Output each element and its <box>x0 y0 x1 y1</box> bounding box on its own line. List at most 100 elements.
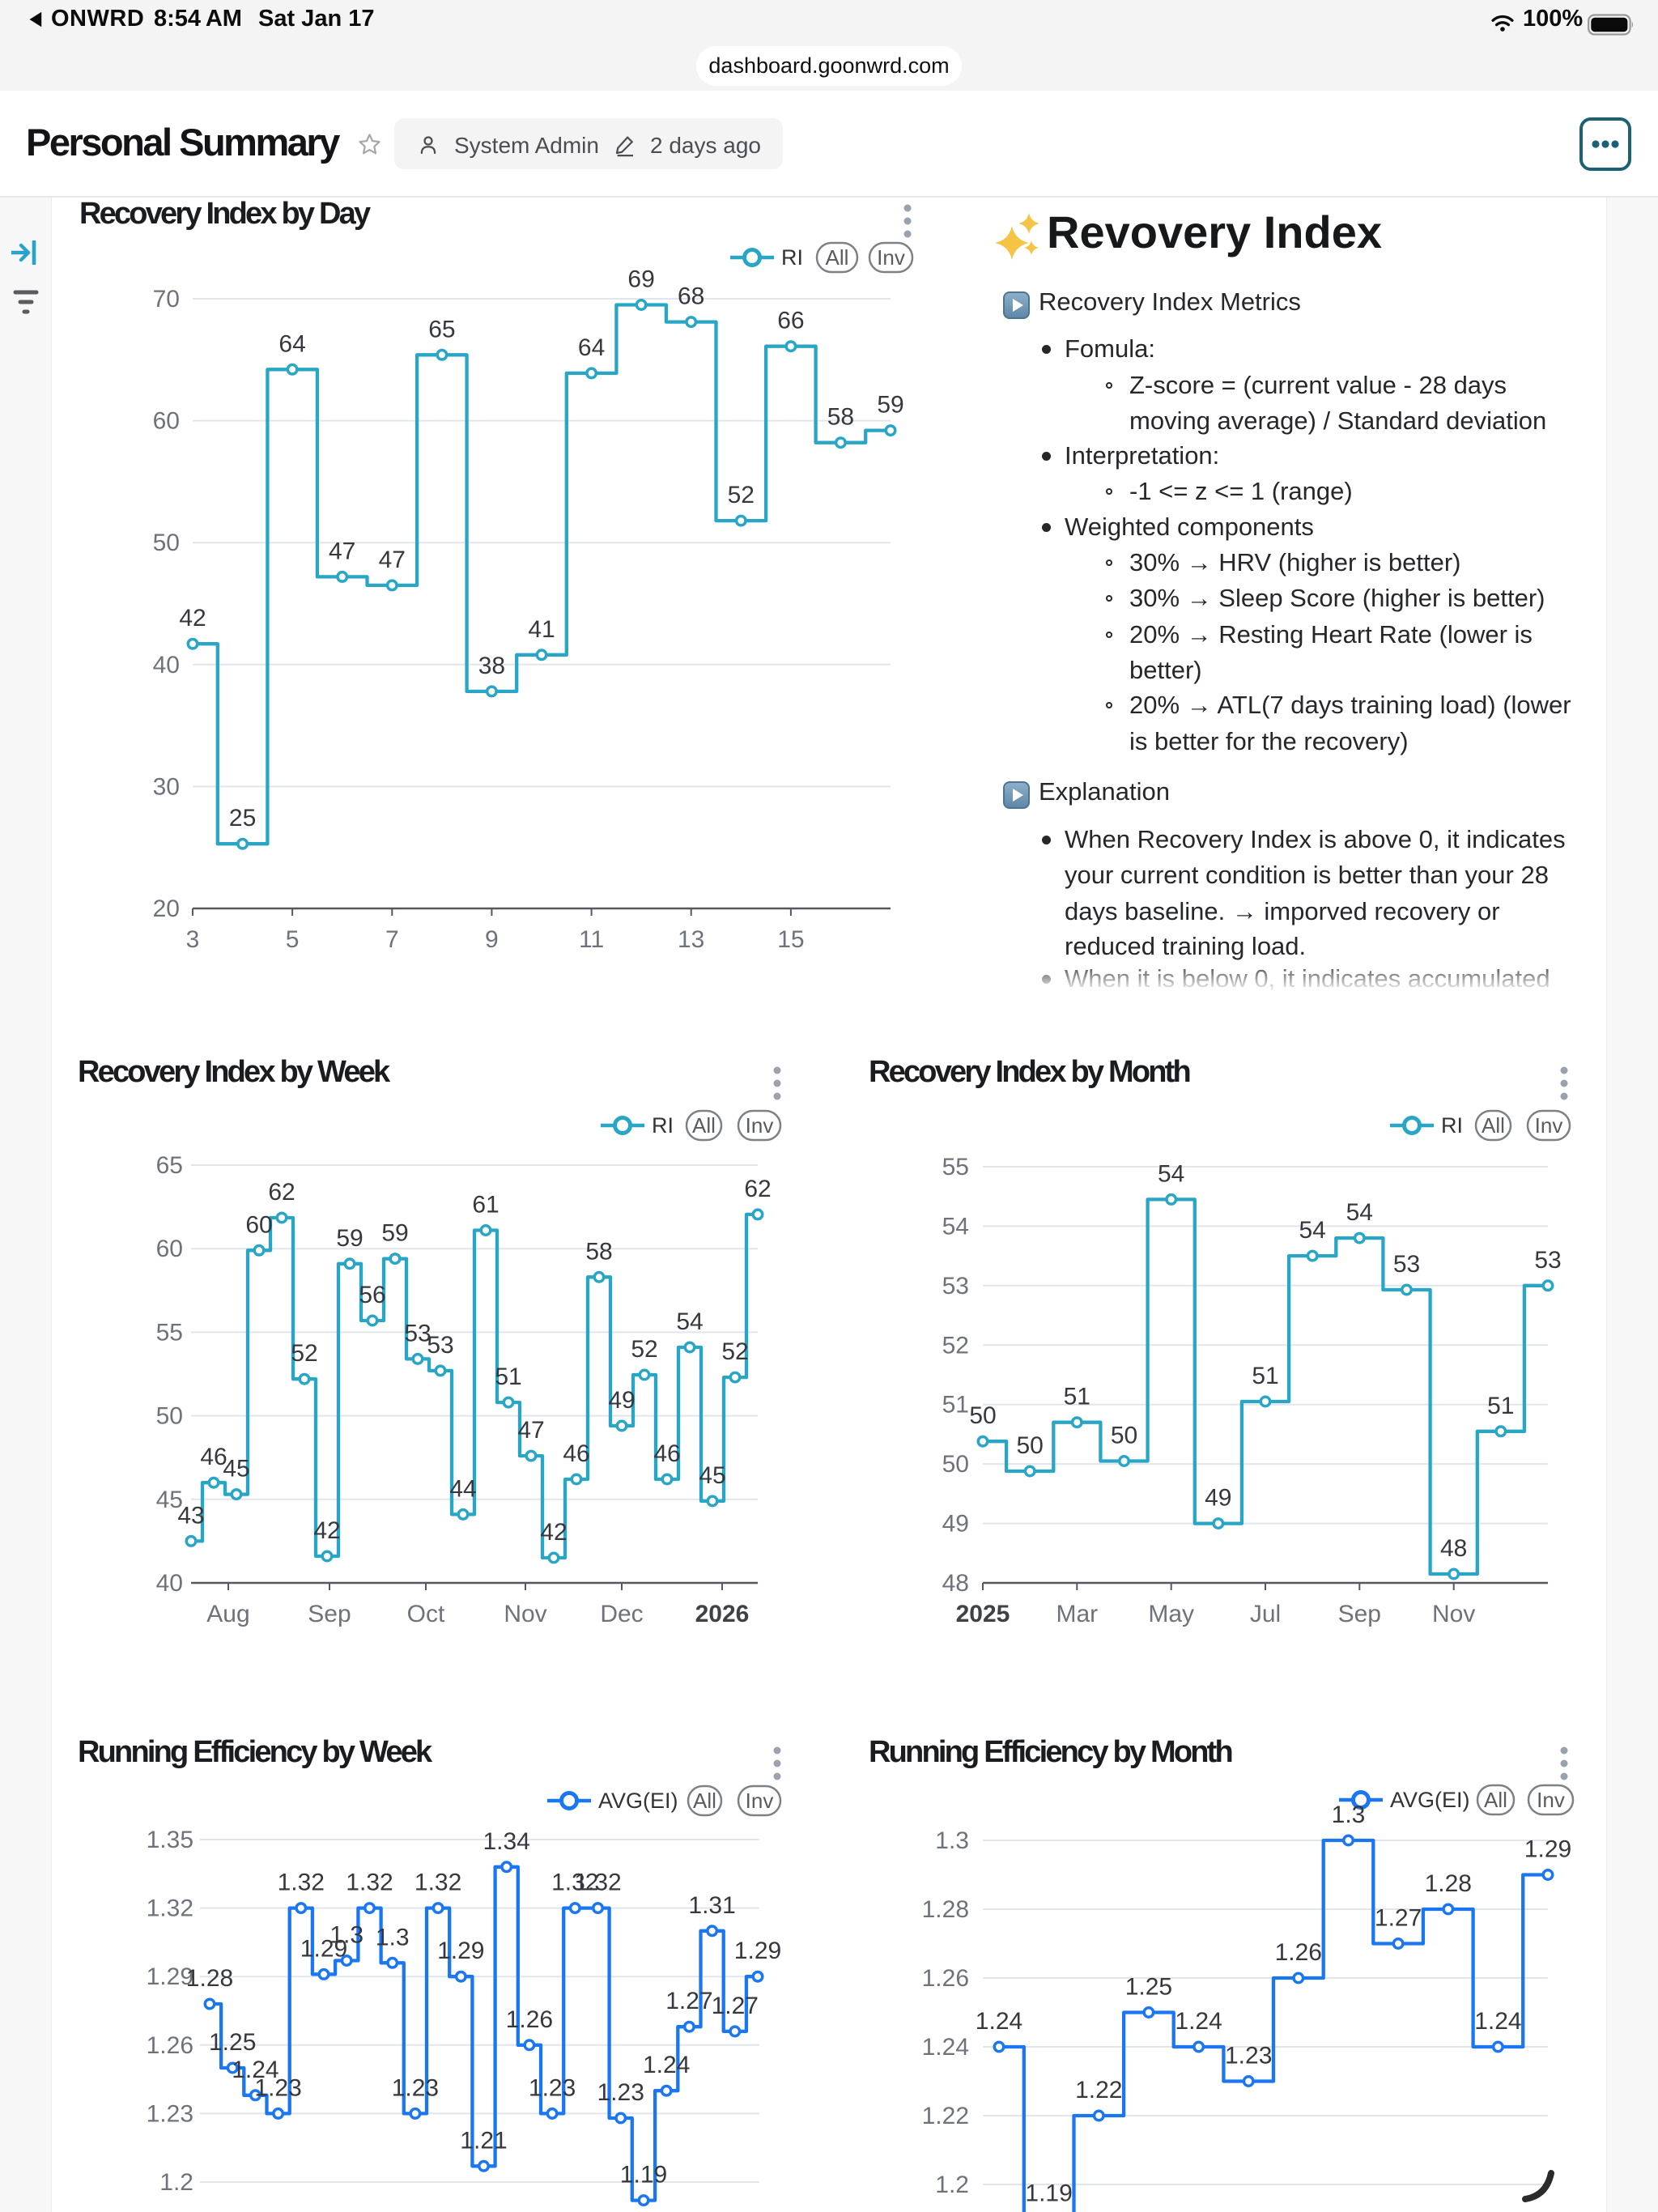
svg-text:59: 59 <box>877 392 903 419</box>
svg-text:1.27: 1.27 <box>712 1993 759 2019</box>
svg-text:51: 51 <box>1252 1363 1278 1389</box>
svg-text:1.23: 1.23 <box>1225 2043 1272 2069</box>
svg-text:52: 52 <box>291 1340 317 1367</box>
svg-text:1.3: 1.3 <box>329 1922 363 1949</box>
svg-text:60: 60 <box>245 1211 272 1238</box>
svg-text:1.34: 1.34 <box>483 1828 530 1855</box>
svg-text:65: 65 <box>156 1152 183 1179</box>
svg-text:49: 49 <box>942 1511 969 1538</box>
svg-text:55: 55 <box>942 1154 969 1180</box>
svg-text:50: 50 <box>969 1402 996 1429</box>
svg-text:1.29: 1.29 <box>300 1935 347 1962</box>
svg-text:69: 69 <box>627 266 654 293</box>
svg-text:All: All <box>1482 1113 1505 1138</box>
svg-text:1.24: 1.24 <box>643 2052 690 2078</box>
svg-text:60: 60 <box>153 408 180 435</box>
svg-text:45: 45 <box>699 1462 725 1489</box>
svg-text:54: 54 <box>942 1213 969 1240</box>
svg-text:1.24: 1.24 <box>232 2057 278 2083</box>
svg-text:1.23: 1.23 <box>529 2074 576 2101</box>
svg-text:45: 45 <box>223 1456 249 1482</box>
svg-text:All: All <box>692 1113 716 1138</box>
svg-text:Inv: Inv <box>877 245 905 270</box>
svg-text:46: 46 <box>200 1444 227 1470</box>
svg-text:45: 45 <box>156 1487 183 1513</box>
svg-text:38: 38 <box>478 653 505 679</box>
svg-text:68: 68 <box>678 283 704 310</box>
svg-text:51: 51 <box>1487 1393 1514 1419</box>
svg-text:1.26: 1.26 <box>147 2032 193 2059</box>
svg-text:50: 50 <box>942 1451 969 1478</box>
svg-text:RI: RI <box>1441 1113 1463 1138</box>
svg-text:53: 53 <box>1534 1247 1561 1274</box>
svg-text:Running Efficiency by Week: Running Efficiency by Week <box>78 1735 433 1769</box>
svg-text:53: 53 <box>427 1332 453 1359</box>
svg-text:30: 30 <box>153 773 180 800</box>
svg-text:55: 55 <box>156 1319 183 1346</box>
svg-text:50: 50 <box>1111 1423 1137 1449</box>
svg-text:70: 70 <box>153 286 180 313</box>
svg-text:Inv: Inv <box>746 1113 774 1138</box>
svg-text:Inv: Inv <box>1537 1788 1565 1812</box>
svg-text:1.28: 1.28 <box>186 1965 233 1992</box>
svg-text:1.26: 1.26 <box>1275 1939 1322 1966</box>
svg-text:1.32: 1.32 <box>147 1895 193 1922</box>
svg-text:2025: 2025 <box>956 1601 1010 1627</box>
svg-text:50: 50 <box>1017 1432 1044 1459</box>
svg-text:47: 47 <box>379 547 406 573</box>
svg-text:Inv: Inv <box>1535 1113 1563 1138</box>
svg-text:1.29: 1.29 <box>734 1938 781 1964</box>
svg-text:62: 62 <box>744 1176 771 1202</box>
svg-text:1.27: 1.27 <box>1375 1905 1422 1932</box>
svg-text:Oct: Oct <box>407 1601 445 1627</box>
svg-text:48: 48 <box>942 1570 969 1597</box>
svg-text:1.27: 1.27 <box>665 1988 712 2014</box>
svg-text:3: 3 <box>186 926 200 953</box>
svg-text:1.25: 1.25 <box>209 2029 256 2056</box>
svg-text:All: All <box>1484 1788 1507 1812</box>
svg-text:All: All <box>693 1789 716 1813</box>
svg-text:52: 52 <box>942 1332 969 1359</box>
svg-text:1.23: 1.23 <box>597 2079 644 2106</box>
svg-text:1.32: 1.32 <box>278 1870 325 1896</box>
svg-text:Recovery Index by Day: Recovery Index by Day <box>79 197 371 231</box>
svg-text:47: 47 <box>329 538 355 564</box>
svg-text:46: 46 <box>653 1440 680 1467</box>
svg-text:64: 64 <box>578 334 605 361</box>
svg-text:1.26: 1.26 <box>922 1965 969 1992</box>
svg-text:Aug: Aug <box>206 1601 249 1627</box>
svg-text:Nov: Nov <box>504 1601 546 1627</box>
svg-text:AVG(EI): AVG(EI) <box>1390 1788 1470 1812</box>
svg-text:49: 49 <box>1205 1485 1231 1512</box>
svg-text:1.24: 1.24 <box>976 2008 1022 2035</box>
svg-text:Recovery Index by Week: Recovery Index by Week <box>78 1055 391 1089</box>
svg-text:47: 47 <box>517 1417 544 1444</box>
svg-text:53: 53 <box>404 1320 431 1346</box>
svg-text:25: 25 <box>229 805 256 832</box>
svg-text:20: 20 <box>153 895 180 922</box>
svg-text:Nov: Nov <box>1432 1601 1475 1627</box>
svg-text:RI: RI <box>781 245 803 270</box>
svg-text:1.25: 1.25 <box>1125 1974 1172 2001</box>
svg-text:1.22: 1.22 <box>1075 2077 1122 2104</box>
svg-text:62: 62 <box>268 1179 295 1206</box>
svg-text:1.29: 1.29 <box>1524 1836 1571 1863</box>
svg-text:43: 43 <box>177 1502 204 1529</box>
svg-text:1.2: 1.2 <box>159 2169 193 2196</box>
svg-text:RI: RI <box>652 1113 674 1138</box>
svg-text:1.31: 1.31 <box>688 1892 735 1919</box>
svg-text:60: 60 <box>156 1236 183 1262</box>
svg-text:52: 52 <box>721 1338 748 1365</box>
svg-text:65: 65 <box>428 316 455 342</box>
svg-text:1.23: 1.23 <box>147 2100 193 2127</box>
svg-text:51: 51 <box>942 1392 969 1419</box>
svg-text:58: 58 <box>585 1238 612 1265</box>
svg-text:Mar: Mar <box>1056 1601 1098 1627</box>
svg-text:Recovery Index by Month: Recovery Index by Month <box>869 1055 1190 1089</box>
svg-text:50: 50 <box>153 530 180 556</box>
svg-text:49: 49 <box>608 1387 635 1414</box>
svg-text:51: 51 <box>1064 1384 1090 1410</box>
svg-text:AVG(EI): AVG(EI) <box>598 1789 678 1813</box>
svg-text:All: All <box>826 245 849 270</box>
svg-text:46: 46 <box>563 1440 589 1467</box>
